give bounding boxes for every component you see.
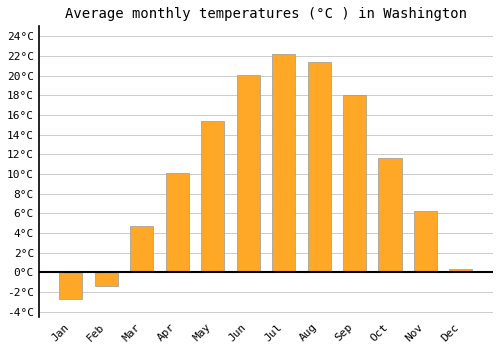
Bar xyxy=(308,62,330,273)
Bar xyxy=(95,273,118,286)
Title: Average monthly temperatures (°C ) in Washington: Average monthly temperatures (°C ) in Wa… xyxy=(65,7,467,21)
Bar xyxy=(60,273,82,299)
Bar xyxy=(130,226,154,273)
Bar xyxy=(343,95,366,273)
Bar xyxy=(272,54,295,273)
Bar xyxy=(414,211,437,273)
Bar xyxy=(201,121,224,273)
Bar xyxy=(166,173,189,273)
Bar xyxy=(450,268,472,273)
Bar xyxy=(378,158,402,273)
Bar xyxy=(236,75,260,273)
